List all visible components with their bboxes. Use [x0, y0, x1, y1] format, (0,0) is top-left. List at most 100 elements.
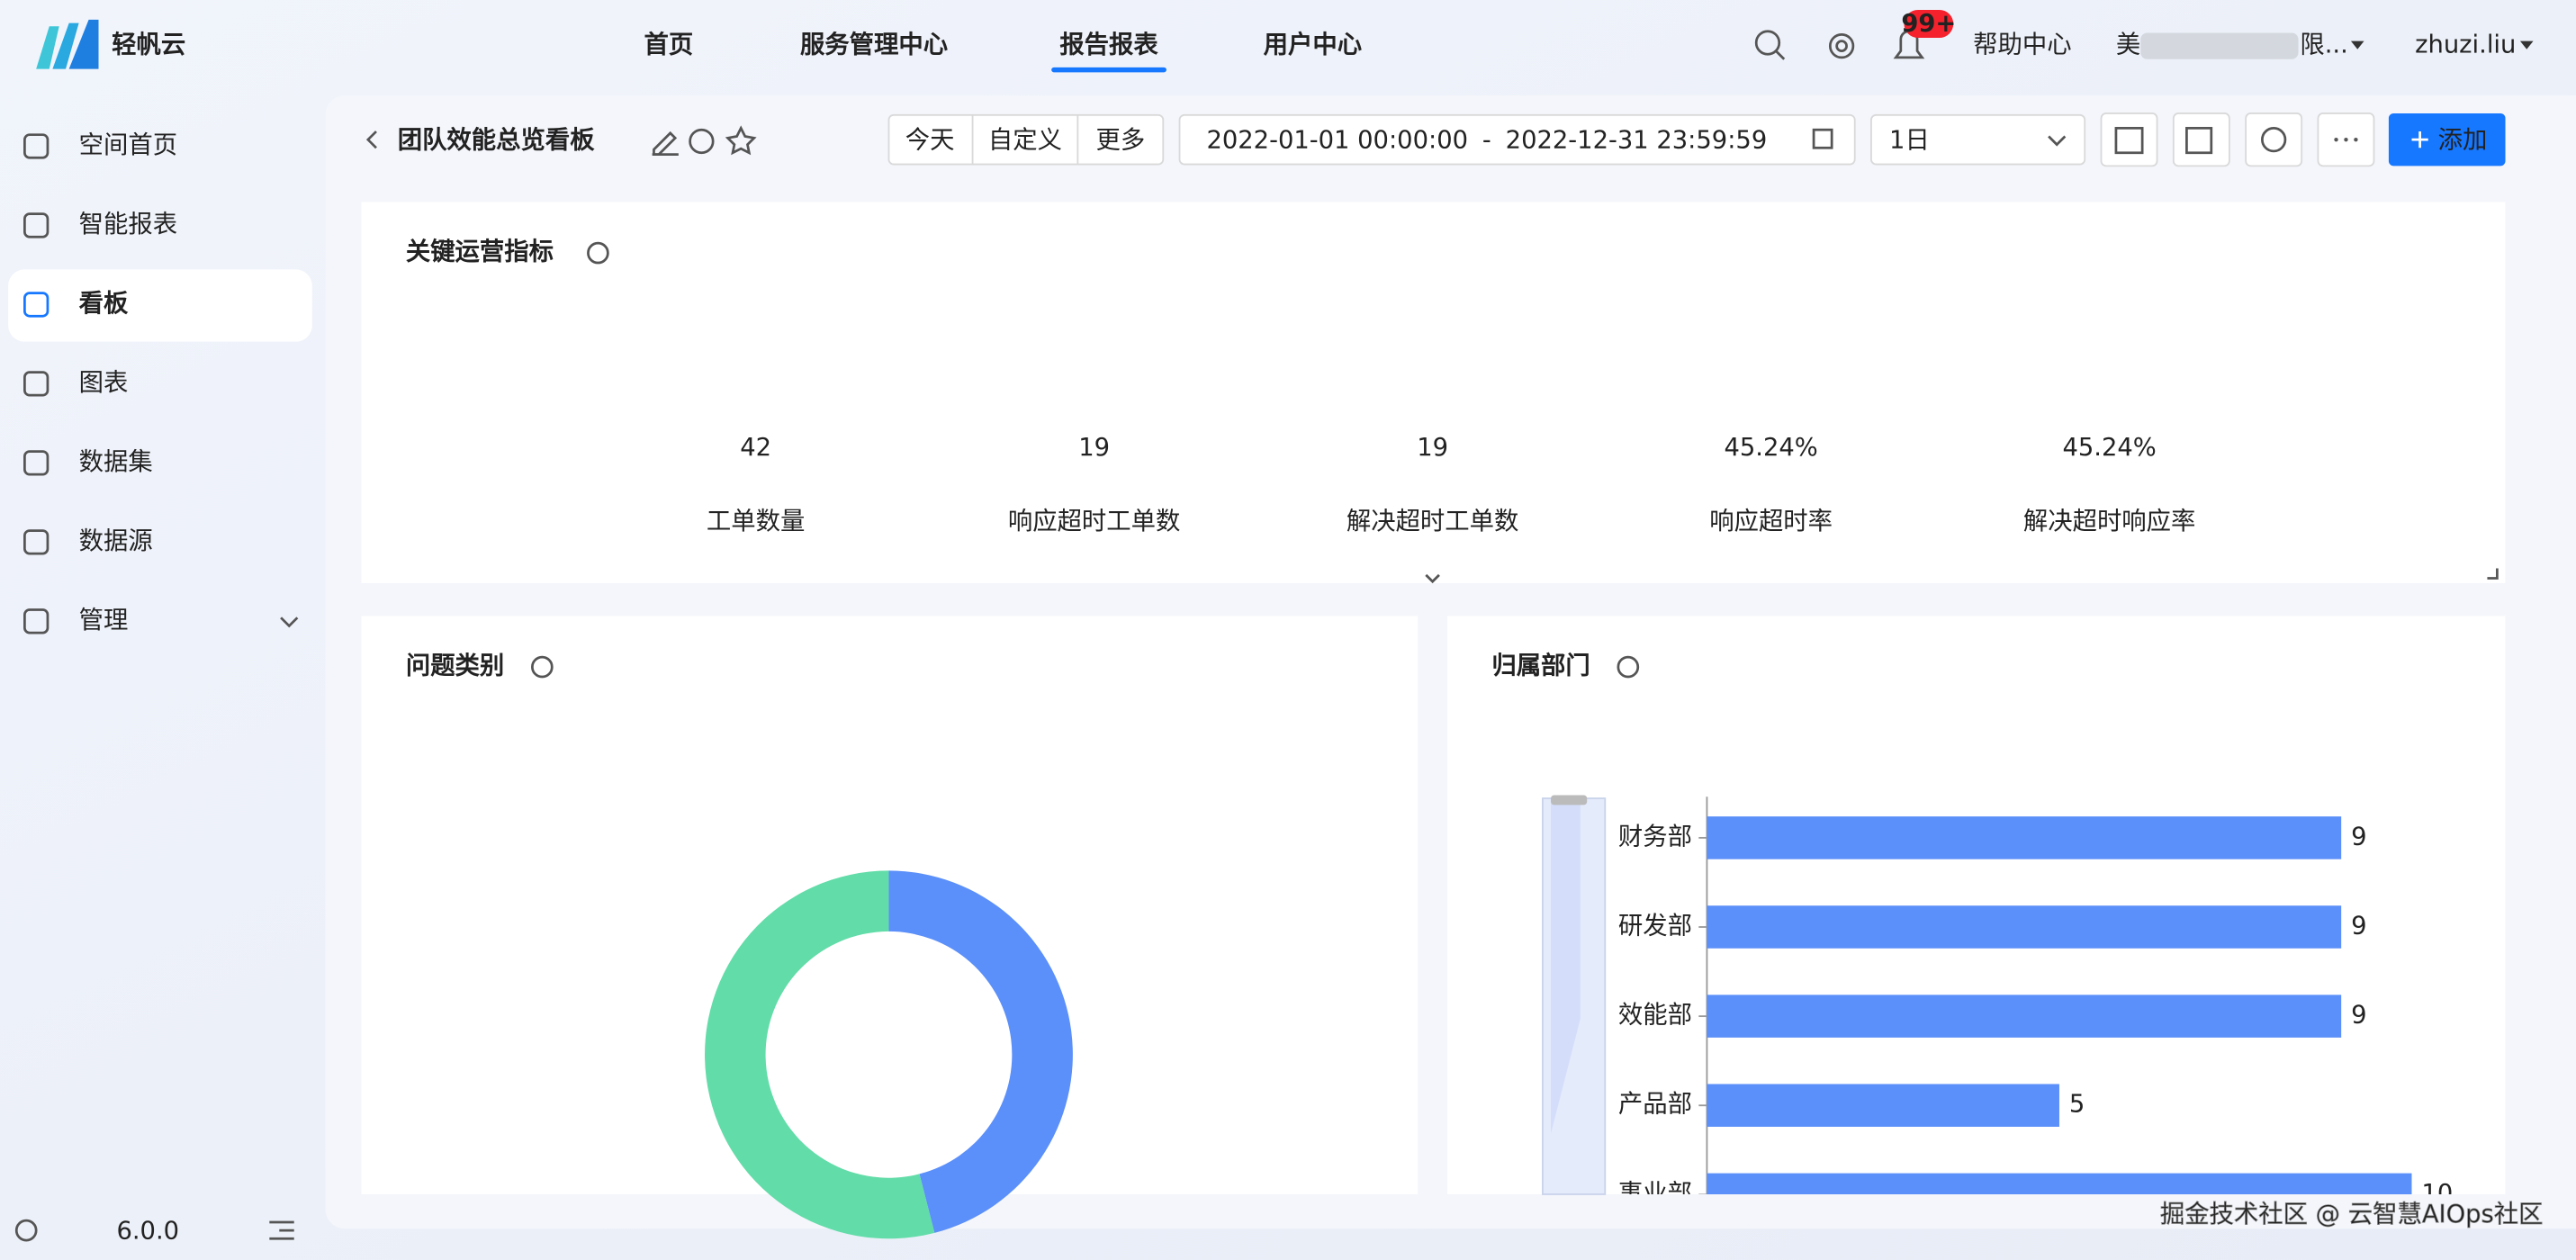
- caret: [2350, 40, 2364, 50]
- add-button[interactable]: [2388, 112, 2506, 166]
- org-suffix: 限...: [2300, 32, 2347, 59]
- logo: [36, 19, 99, 69]
- nav-item[interactable]: 服务管理中心: [800, 31, 948, 59]
- value-label: 5: [2069, 1091, 2085, 1119]
- kpi-value: 45.24%: [1724, 434, 1817, 462]
- org-prefix: 美: [2116, 32, 2140, 59]
- kpi-value: 19: [1417, 434, 1448, 462]
- settings-icon[interactable]: [14, 1219, 38, 1242]
- badge: [1904, 9, 1954, 38]
- user-name[interactable]: zhuzi.liu: [2415, 32, 2516, 59]
- kpi-label: 解决超时工单数: [1347, 508, 1519, 536]
- help-link[interactable]: 帮助中心: [1973, 32, 2071, 59]
- watermark: 掘金技术社区 @ 云智慧AIOps社区: [2160, 1201, 2544, 1228]
- bar: [1707, 994, 2342, 1038]
- collapse-icon[interactable]: [269, 1220, 294, 1240]
- card-title: 问题类别: [406, 652, 504, 680]
- sidebar-item[interactable]: 数据集: [79, 448, 153, 476]
- start-date: 2022-01-01 00:00:00: [1206, 126, 1468, 154]
- date-separator: -: [1482, 126, 1491, 154]
- nav-underline: [1051, 67, 1166, 73]
- range-button[interactable]: 自定义: [988, 126, 1062, 154]
- sidebar-item[interactable]: 数据源: [79, 527, 153, 555]
- value-label: 9: [2351, 1002, 2366, 1030]
- kpi-label: 响应超时率: [1709, 508, 1833, 536]
- data-zoom-slider[interactable]: [1542, 795, 1607, 1195]
- sidebar-active-bg: [8, 269, 312, 342]
- back-button[interactable]: [365, 130, 377, 149]
- pie-slice: [705, 870, 935, 1239]
- kpi-card: [361, 202, 2506, 583]
- dashboard-title: 团队效能总览看板: [398, 125, 596, 154]
- sidebar-icon: [23, 371, 50, 397]
- category-label: 效能部: [1618, 1002, 1692, 1030]
- kpi-label: 解决超时响应率: [2023, 508, 2196, 536]
- plus-icon: [2411, 131, 2428, 148]
- sidebar-icon: [23, 450, 50, 476]
- sidebar-icons: [23, 133, 50, 634]
- sidebar-item[interactable]: 管理: [79, 607, 129, 634]
- caret: [2048, 135, 2067, 147]
- granularity: 1日: [1889, 126, 1930, 154]
- icon-buttons: [2100, 112, 2375, 167]
- calendar-icon[interactable]: [1812, 128, 1833, 149]
- range-button[interactable]: 今天: [905, 126, 955, 154]
- granularity-select[interactable]: [1870, 113, 2086, 166]
- add-label: 添加: [2438, 126, 2488, 154]
- nav-item[interactable]: 报告报表: [1059, 32, 1158, 59]
- date-range[interactable]: [1178, 113, 1856, 166]
- sidebar-icon: [23, 608, 50, 634]
- bar: [1707, 1173, 2412, 1194]
- kpi-value: 42: [740, 434, 771, 462]
- range-group: [887, 113, 1165, 166]
- brand: 轻帆云: [112, 32, 185, 59]
- resize-handle[interactable]: [2487, 568, 2499, 580]
- sidebar-icon: [23, 292, 50, 318]
- category-label: 产品部: [1618, 1091, 1692, 1119]
- end-date: 2022-12-31 23:59:59: [1506, 126, 1768, 154]
- search-icon[interactable]: [1754, 30, 1786, 60]
- nav-item[interactable]: 首页: [644, 31, 694, 59]
- star-icon[interactable]: [725, 125, 757, 156]
- sidebar-item[interactable]: 图表: [79, 369, 129, 397]
- pie-slice: [888, 870, 1073, 1233]
- info-icon[interactable]: [587, 241, 609, 265]
- badge-text: 99+: [1901, 10, 1956, 38]
- kpi-value: 19: [1078, 434, 1110, 462]
- bar: [1707, 816, 2342, 860]
- sidebar-icon: [23, 529, 50, 555]
- donut-chart: [705, 870, 1073, 1239]
- version: 6.0.0: [116, 1217, 179, 1245]
- save-button[interactable]: [2100, 112, 2158, 167]
- sidebar-item[interactable]: 看板: [79, 290, 129, 318]
- info-icon[interactable]: [689, 128, 715, 155]
- value-label: 9: [2351, 913, 2366, 940]
- kpi-value: 45.24%: [2062, 434, 2156, 462]
- category-label: 事业部: [1618, 1180, 1692, 1208]
- bar-chart: 财务部 9 研发部 9 效能部 9 产品部 5 事业部 10: [1618, 796, 2453, 1208]
- sidebar-item[interactable]: 智能报表: [79, 211, 177, 238]
- nav-item[interactable]: 用户中心: [1264, 31, 1362, 59]
- expand-icon[interactable]: [280, 616, 299, 628]
- settings-icon[interactable]: [1828, 32, 1855, 59]
- range-button[interactable]: 更多: [1095, 126, 1145, 154]
- info-icon[interactable]: [1617, 655, 1640, 679]
- info-icon[interactable]: [531, 655, 554, 679]
- category-label: 研发部: [1618, 913, 1692, 940]
- collapse-arrow[interactable]: [1425, 573, 1440, 584]
- bar: [1707, 1084, 2059, 1127]
- kpi-label: 响应超时工单数: [1008, 508, 1181, 536]
- category-label: 财务部: [1618, 823, 1692, 850]
- card-title: 归属部门: [1491, 652, 1590, 680]
- save-as-button[interactable]: [2172, 112, 2230, 167]
- refresh-button[interactable]: [2245, 112, 2303, 167]
- value-label: 10: [2421, 1180, 2453, 1208]
- sidebar-icon: [23, 133, 50, 159]
- sidebar-icon: [23, 212, 50, 238]
- sidebar-item[interactable]: 空间首页: [79, 131, 177, 159]
- kpi-label: 工单数量: [707, 508, 805, 536]
- edit-icon[interactable]: [652, 130, 679, 156]
- blurred-org: [2140, 32, 2299, 59]
